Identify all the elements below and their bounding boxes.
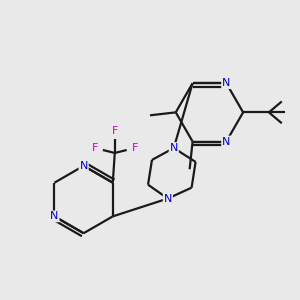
Text: N: N: [50, 212, 59, 221]
Text: F: F: [131, 143, 138, 153]
Text: N: N: [222, 136, 230, 146]
Text: N: N: [222, 78, 230, 88]
Text: F: F: [92, 143, 98, 153]
Text: N: N: [169, 143, 178, 153]
Text: N: N: [80, 161, 88, 171]
Text: F: F: [112, 126, 118, 136]
Text: N: N: [164, 194, 172, 203]
